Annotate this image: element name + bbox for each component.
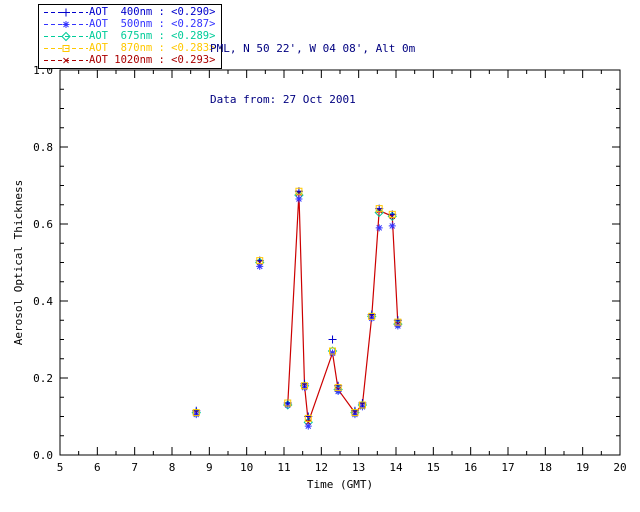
y-tick-label: 0.2 — [33, 372, 53, 385]
x-tick-label: 8 — [169, 461, 176, 474]
x-tick-label: 16 — [464, 461, 477, 474]
legend-entry-3: AOT 675nm : <0.289> — [43, 30, 215, 42]
legend-label: AOT 400nm : <0.290> — [89, 6, 216, 18]
legend-label: AOT 870nm : <0.283> — [89, 42, 216, 54]
x-tick-label: 7 — [131, 461, 138, 474]
y-axis-title: Aerosol Optical Thickness — [12, 180, 25, 346]
legend-label: AOT 500nm : <0.287> — [89, 18, 216, 30]
legend-symbol-icon — [44, 31, 88, 41]
x-tick-label: 5 — [57, 461, 64, 474]
legend: AOT 400nm : <0.290> AOT 500nm : <0.287> AO… — [38, 4, 223, 69]
x-tick-label: 18 — [539, 461, 552, 474]
x-tick-label: 19 — [576, 461, 589, 474]
x-tick-label: 12 — [315, 461, 328, 474]
legend-entry-1: AOT 400nm : <0.290> — [43, 6, 215, 18]
station-info: PML, N 50 22', W 04 08', Alt 0m Data fro… — [210, 6, 415, 142]
y-tick-label: 0.6 — [33, 218, 53, 231]
legend-symbol-icon — [44, 57, 88, 63]
legend-label: AOT 675nm : <0.289> — [89, 30, 216, 42]
axes — [59, 69, 621, 456]
y-tick-label: 0.0 — [33, 449, 53, 462]
x-tick-label: 20 — [613, 461, 626, 474]
station-location: PML, N 50 22', W 04 08', Alt 0m — [210, 42, 416, 55]
x-tick-label: 17 — [501, 461, 514, 474]
x-tick-label: 11 — [277, 461, 290, 474]
x-tick-label: 13 — [352, 461, 365, 474]
x-tick-label: 15 — [427, 461, 440, 474]
x-tick-label: 6 — [94, 461, 101, 474]
data-date: Data from: 27 Oct 2001 — [210, 93, 356, 106]
series-aot-870nm — [192, 187, 402, 422]
legend-entry-2: AOT 500nm : <0.287> — [43, 18, 215, 30]
legend-symbol-icon — [44, 8, 88, 16]
x-axis-title: Time (GMT) — [307, 478, 373, 491]
legend-entry-5: AOT 1020nm : <0.293> — [43, 54, 215, 66]
x-tick-labels: 5 6 7 8 9 10 11 12 13 14 15 16 17 18 19 20 0.0 0.2 0.4 0.6 0… — [33, 64, 627, 474]
legend-entry-4: AOT 870nm : <0.283> — [43, 42, 215, 54]
legend-symbol-icon — [44, 44, 88, 52]
x-tick-label: 9 — [206, 461, 213, 474]
legend-label: AOT 1020nm : <0.293> — [89, 54, 216, 66]
legend-symbol-icon — [44, 20, 88, 28]
y-tick-label: 0.8 — [33, 141, 53, 154]
y-tick-label: 0.4 — [33, 295, 53, 308]
x-tick-label: 14 — [389, 461, 403, 474]
x-tick-label: 10 — [240, 461, 253, 474]
